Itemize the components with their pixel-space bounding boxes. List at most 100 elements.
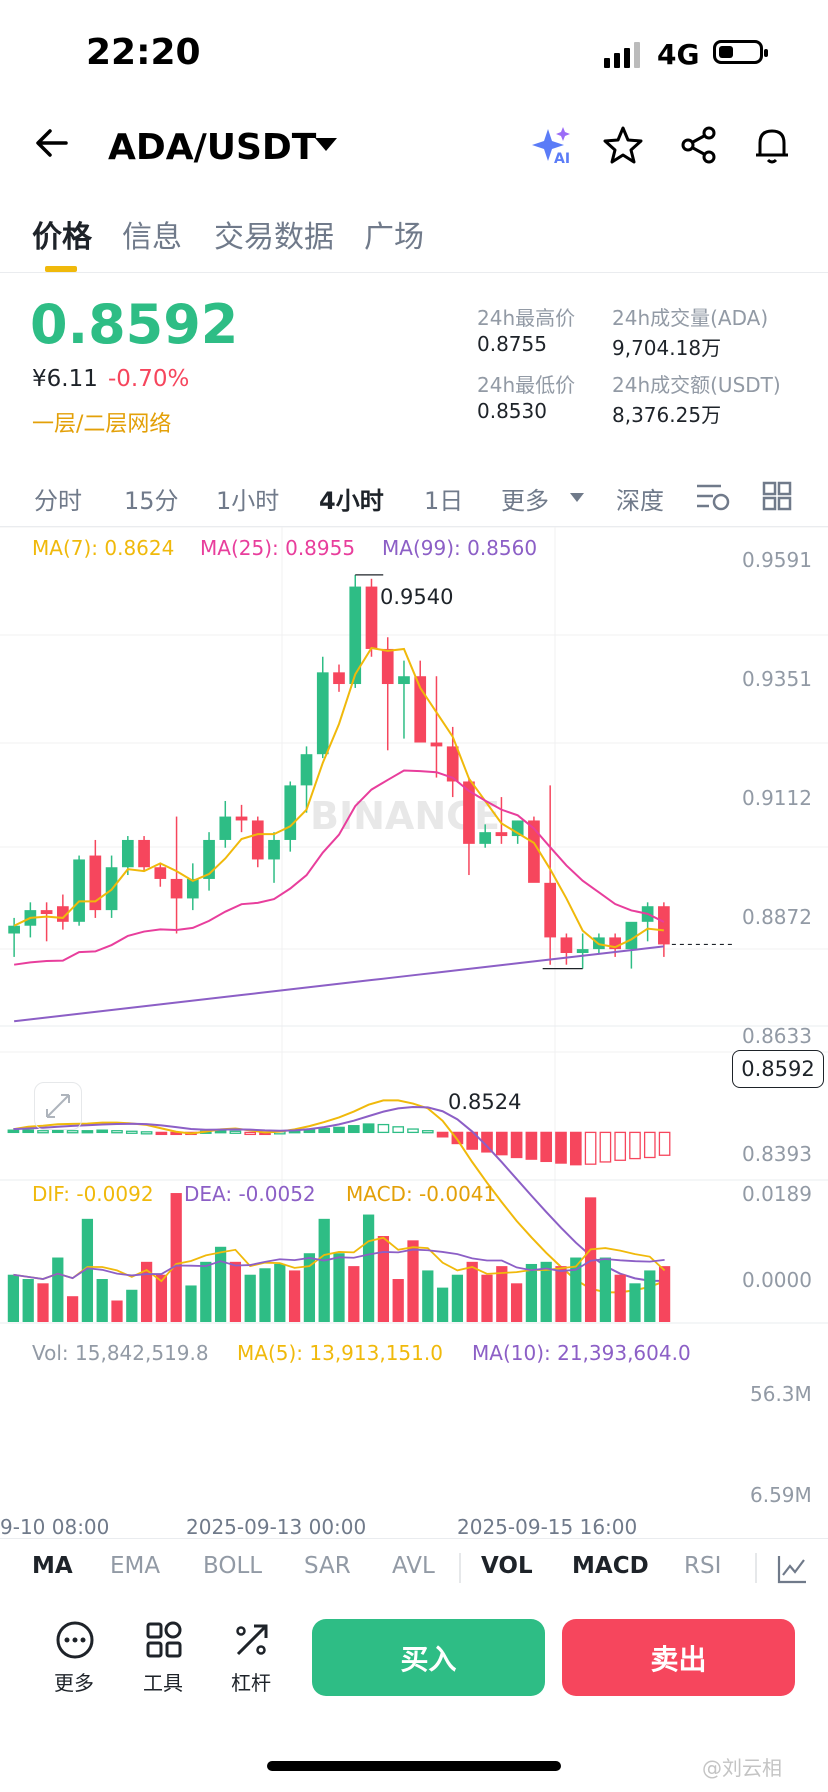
indicator-ma[interactable]: MA <box>32 1553 73 1579</box>
candle-body <box>203 839 215 879</box>
volume-bar <box>584 1197 597 1322</box>
volume-bar <box>22 1279 34 1322</box>
interval-timeline[interactable]: 分时 <box>34 487 82 515</box>
volume-bar <box>81 1218 94 1322</box>
macd-bar <box>155 1131 168 1136</box>
indicator-ema[interactable]: EMA <box>110 1553 161 1579</box>
volume-ma10: MA(10): 21,393,604.0 <box>472 1341 691 1365</box>
volume-bar <box>377 1236 390 1322</box>
sell-button[interactable]: 卖出 <box>562 1619 795 1696</box>
ma99-line <box>14 945 664 1023</box>
candle-body <box>544 882 557 938</box>
indicator-separator <box>755 1553 757 1583</box>
interval-more[interactable]: 更多 <box>501 487 549 515</box>
tab-trade-data[interactable]: 交易数据 <box>214 220 334 255</box>
bell-icon[interactable] <box>752 125 796 169</box>
macd-bar <box>451 1131 464 1145</box>
time-axis-label: 9-10 08:00 <box>0 1515 110 1539</box>
volume-value: Vol: 15,842,519.8 <box>32 1341 209 1365</box>
expand-icon[interactable] <box>34 1082 82 1130</box>
interval-1h[interactable]: 1小时 <box>216 487 280 515</box>
home-indicator[interactable] <box>267 1761 561 1771</box>
candle-body <box>414 676 427 743</box>
network-tag[interactable]: 一层/二层网络 <box>32 412 172 437</box>
indicator-boll[interactable]: BOLL <box>203 1553 263 1579</box>
chart-settings-icon[interactable] <box>695 482 731 516</box>
volume-ma5: MA(5): 13,913,151.0 <box>237 1341 443 1365</box>
interval-4h[interactable]: 4小时 <box>319 487 384 515</box>
candle-body <box>576 949 589 954</box>
vol-base-value: 9,704.18万 <box>612 336 722 360</box>
candle-body <box>511 820 524 837</box>
volume-bar <box>362 1214 375 1322</box>
ma7-line <box>13 646 664 949</box>
candle-body <box>316 672 329 755</box>
volume-bar <box>422 1270 434 1322</box>
high-24h-label: 24h最高价 <box>477 306 576 330</box>
volume-bar <box>510 1283 523 1322</box>
candle-body <box>398 676 410 685</box>
interval-15m[interactable]: 15分 <box>124 487 179 515</box>
price-axis-label: 0.9112 <box>742 786 812 810</box>
price-axis-label: 0.9351 <box>742 667 812 691</box>
interval-depth[interactable]: 深度 <box>616 487 664 515</box>
candle-body <box>625 921 638 950</box>
indicator-rsi[interactable]: RSI <box>684 1553 722 1579</box>
volume-bar <box>614 1274 626 1322</box>
macd-bar <box>66 1130 79 1134</box>
ai-sparkle-icon[interactable]: AI <box>530 125 574 169</box>
tab-info[interactable]: 信息 <box>122 220 182 255</box>
volume-bar <box>540 1261 552 1322</box>
tab-square[interactable]: 广场 <box>364 220 424 255</box>
candle-body <box>528 820 540 883</box>
layout-grid-icon[interactable] <box>762 481 792 515</box>
candle-body <box>349 586 362 685</box>
candle-body <box>40 910 53 915</box>
volume-bar <box>451 1274 464 1322</box>
volume-bar <box>244 1274 256 1322</box>
macd-bar <box>510 1131 523 1159</box>
tools-label[interactable]: 工具 <box>143 1671 183 1695</box>
indicator-vol[interactable]: VOL <box>481 1553 533 1579</box>
price-axis-label: 0.8633 <box>742 1024 812 1048</box>
star-icon[interactable] <box>603 125 647 169</box>
volume-axis-label: 6.59M <box>750 1483 812 1507</box>
macd-bar <box>377 1123 390 1134</box>
volume-ma10-line <box>13 1248 665 1280</box>
buy-button[interactable]: 买入 <box>312 1619 545 1696</box>
macd-bar <box>392 1126 405 1134</box>
kline-chart[interactable]: BINANCE <box>0 527 828 1527</box>
candle-body <box>479 832 492 844</box>
share-icon[interactable] <box>679 125 723 169</box>
interval-1d[interactable]: 1日 <box>424 487 464 515</box>
back-arrow-icon[interactable] <box>34 125 70 171</box>
macd-bar <box>229 1130 242 1134</box>
vol-quote-value: 8,376.25万 <box>612 403 722 427</box>
volume-bar <box>555 1266 567 1322</box>
indicator-sar[interactable]: SAR <box>304 1553 351 1579</box>
low-24h-value: 0.8530 <box>477 399 547 423</box>
macd-bar <box>407 1128 419 1134</box>
indicator-chart-icon[interactable] <box>776 1553 808 1589</box>
pair-dropdown-icon[interactable] <box>315 138 337 151</box>
volume-bar <box>392 1279 404 1322</box>
leverage-icon[interactable] <box>232 1620 272 1664</box>
price-axis-label: 0.9591 <box>742 548 812 572</box>
more-icon[interactable] <box>55 1620 95 1664</box>
ai-badge: AI <box>554 151 571 167</box>
volume-bar <box>66 1296 79 1322</box>
macd-bar <box>495 1131 508 1156</box>
indicator-avl[interactable]: AVL <box>392 1553 435 1579</box>
battery-icon <box>713 40 768 64</box>
tools-icon[interactable] <box>144 1620 184 1664</box>
more-label[interactable]: 更多 <box>54 1671 94 1695</box>
volume-axis-label: 56.3M <box>750 1382 812 1406</box>
candle-body <box>186 878 199 899</box>
pair-title[interactable]: ADA/USDT <box>108 127 317 168</box>
leverage-label[interactable]: 杠杆 <box>231 1671 271 1695</box>
macd-bar <box>318 1127 331 1134</box>
time-axis-label: 2025-09-15 16:00 <box>457 1515 638 1539</box>
macd-axis-label: 0.0000 <box>742 1268 812 1292</box>
tab-price[interactable]: 价格 <box>32 220 92 255</box>
indicator-macd[interactable]: MACD <box>572 1553 649 1579</box>
